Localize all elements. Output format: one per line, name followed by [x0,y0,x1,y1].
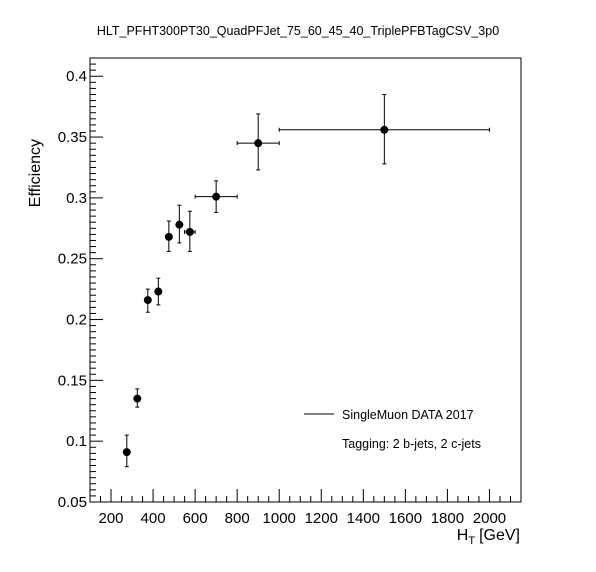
legend: SingleMuon DATA 2017 Tagging: 2 b-jets, … [304,408,481,451]
data-marker [380,125,389,134]
data-marker [175,220,184,229]
x-tick-label: 1400 [347,510,380,527]
x-tick-label: 1600 [389,510,422,527]
y-tick-label: 0.3 [66,190,87,207]
y-tick-label: 0.4 [66,68,87,85]
x-tick-label: 600 [183,510,208,527]
y-tick-label: 0.1 [66,433,87,450]
data-point [133,388,142,408]
x-axis-label-sub: T [468,535,475,547]
x-tick-label: 1000 [263,510,296,527]
data-point [164,220,173,252]
data-marker [143,296,152,305]
data-point [278,93,490,165]
data-point [154,277,163,306]
data-marker [185,227,194,236]
x-tick-label: 1800 [431,510,464,527]
y-tick-label: 0.05 [58,494,87,511]
data-point [122,434,131,468]
data-point [194,180,238,213]
data-series [122,93,490,468]
data-marker [154,287,163,296]
x-axis-label-main: H [457,527,469,544]
y-tick-label: 0.35 [58,129,87,146]
legend-entry: SingleMuon DATA 2017 [342,408,474,422]
data-point [143,288,152,313]
x-tick-label: 800 [225,510,250,527]
y-axis: 0.05 0.1 0.15 0.2 0.25 0.3 0.35 0.4 [58,57,103,511]
x-axis: 200 400 600 800 1000 1200 1400 1600 1800 2000 [89,489,522,527]
plot-frame [89,57,522,503]
data-point [184,210,196,252]
data-marker [212,192,221,201]
data-point [175,204,184,244]
x-tick-label: 200 [99,510,124,527]
x-tick-label: 1200 [305,510,338,527]
chart-title: HLT_PFHT300PT30_QuadPFJet_75_60_45_40_Tr… [97,24,499,38]
data-marker [254,139,263,148]
y-tick-label: 0.2 [66,312,87,329]
x-axis-label: HT [GeV] [457,527,520,547]
x-tick-label: 2000 [473,510,506,527]
y-tick-label: 0.25 [58,251,87,268]
data-point [236,113,280,171]
tagging-annotation: Tagging: 2 b-jets, 2 c-jets [342,437,481,451]
x-tick-label: 400 [141,510,166,527]
y-tick-label: 0.15 [58,372,87,389]
x-axis-label-unit: [GeV] [479,527,520,544]
data-marker [122,448,131,457]
y-axis-label: Efficiency [27,139,44,207]
data-marker [133,394,142,403]
data-marker [164,232,173,241]
